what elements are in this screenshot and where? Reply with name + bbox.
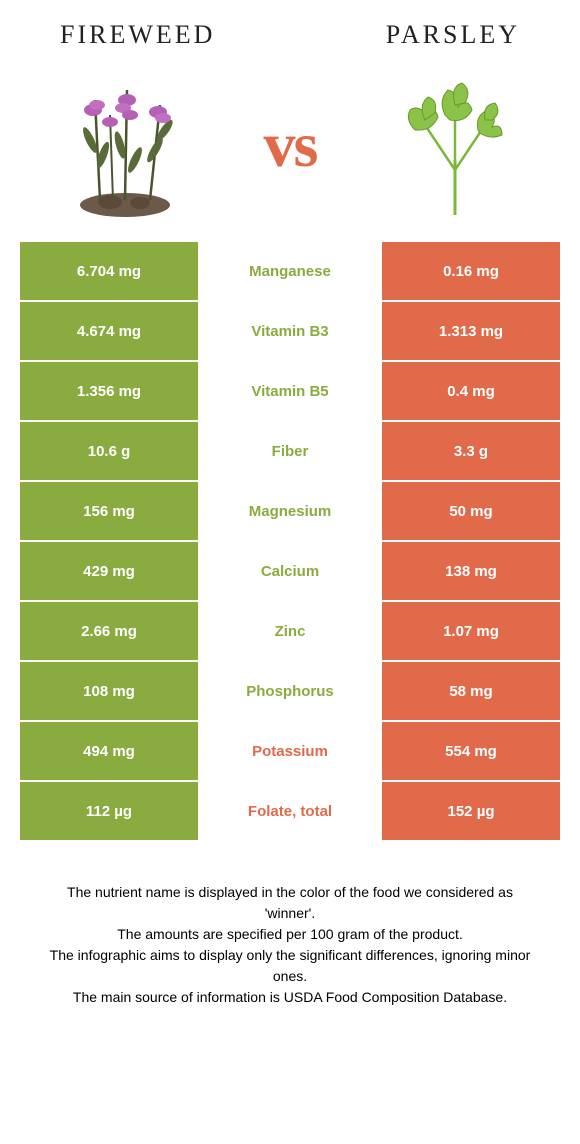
nutrient-name-cell: Magnesium	[200, 482, 380, 540]
left-food-title: Fireweed	[60, 20, 215, 50]
left-value-cell: 108 mg	[20, 662, 200, 720]
right-value-cell: 3.3 g	[380, 422, 560, 480]
right-food-title: Parsley	[386, 20, 520, 50]
right-value-cell: 0.4 mg	[380, 362, 560, 420]
left-value-cell: 429 mg	[20, 542, 200, 600]
nutrient-row: 112 µgFolate, total152 µg	[20, 782, 560, 842]
right-value-cell: 138 mg	[380, 542, 560, 600]
left-value-cell: 112 µg	[20, 782, 200, 840]
nutrient-row: 1.356 mgVitamin B50.4 mg	[20, 362, 560, 422]
nutrient-row: 4.674 mgVitamin B31.313 mg	[20, 302, 560, 362]
right-value-cell: 50 mg	[380, 482, 560, 540]
right-value-cell: 1.313 mg	[380, 302, 560, 360]
footer-notes: The nutrient name is displayed in the co…	[0, 842, 580, 1028]
left-value-cell: 2.66 mg	[20, 602, 200, 660]
nutrient-row: 6.704 mgManganese0.16 mg	[20, 240, 560, 302]
right-value-cell: 0.16 mg	[380, 242, 560, 300]
nutrient-row: 429 mgCalcium138 mg	[20, 542, 560, 602]
nutrient-row: 108 mgPhosphorus58 mg	[20, 662, 560, 722]
footer-line: The infographic aims to display only the…	[40, 945, 540, 987]
nutrient-name-cell: Zinc	[200, 602, 380, 660]
header-row: Fireweed Parsley	[0, 0, 580, 60]
fireweed-image	[50, 70, 200, 220]
infographic-container: Fireweed Parsley	[0, 0, 580, 1028]
parsley-image	[380, 70, 530, 220]
nutrient-row: 2.66 mgZinc1.07 mg	[20, 602, 560, 662]
nutrient-row: 10.6 gFiber3.3 g	[20, 422, 560, 482]
left-value-cell: 156 mg	[20, 482, 200, 540]
nutrient-row: 494 mgPotassium554 mg	[20, 722, 560, 782]
nutrient-row: 156 mgMagnesium50 mg	[20, 482, 560, 542]
right-value-cell: 554 mg	[380, 722, 560, 780]
nutrient-name-cell: Manganese	[200, 242, 380, 300]
nutrient-name-cell: Phosphorus	[200, 662, 380, 720]
nutrient-name-cell: Vitamin B3	[200, 302, 380, 360]
left-value-cell: 6.704 mg	[20, 242, 200, 300]
right-value-cell: 152 µg	[380, 782, 560, 840]
nutrient-table: 6.704 mgManganese0.16 mg4.674 mgVitamin …	[20, 240, 560, 842]
right-value-cell: 58 mg	[380, 662, 560, 720]
nutrient-name-cell: Potassium	[200, 722, 380, 780]
nutrient-name-cell: Folate, total	[200, 782, 380, 840]
right-value-cell: 1.07 mg	[380, 602, 560, 660]
footer-line: The amounts are specified per 100 gram o…	[40, 924, 540, 945]
nutrient-name-cell: Calcium	[200, 542, 380, 600]
footer-line: The nutrient name is displayed in the co…	[40, 882, 540, 924]
vs-label: vs	[264, 108, 317, 182]
footer-line: The main source of information is USDA F…	[40, 987, 540, 1008]
nutrient-name-cell: Vitamin B5	[200, 362, 380, 420]
images-row: vs	[0, 60, 580, 240]
left-value-cell: 10.6 g	[20, 422, 200, 480]
left-value-cell: 1.356 mg	[20, 362, 200, 420]
left-value-cell: 4.674 mg	[20, 302, 200, 360]
left-value-cell: 494 mg	[20, 722, 200, 780]
nutrient-name-cell: Fiber	[200, 422, 380, 480]
